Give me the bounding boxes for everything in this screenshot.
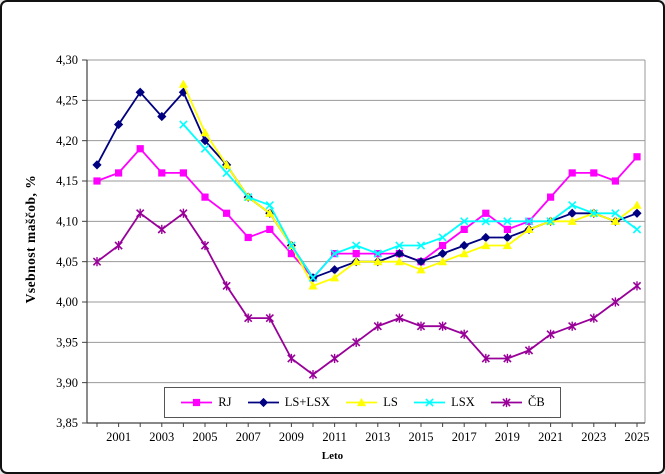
svg-text:3,90: 3,90 — [56, 376, 78, 390]
legend-item-ls: LS — [345, 395, 398, 410]
svg-text:2005: 2005 — [193, 430, 218, 444]
series-LSX — [179, 120, 642, 282]
series-ČB — [92, 208, 642, 380]
axis-frame — [86, 60, 646, 424]
y-tick-labels: 3,85 3,90 3,95 4,00 4,05 4,10 4,15 4,20 4,25 4,30 — [56, 53, 78, 430]
legend-item-lsx: LSX — [413, 395, 475, 410]
svg-text:4,30: 4,30 — [56, 53, 78, 67]
y-gridlines — [82, 59, 645, 424]
y-axis-title: Vsebnost maščob, % — [23, 174, 38, 304]
svg-text:2011: 2011 — [322, 430, 347, 444]
legend: RJ LS+LSX LS LSX ČB — [164, 387, 561, 418]
legend-item-ls-lsx: LS+LSX — [247, 395, 330, 410]
svg-text:2009: 2009 — [279, 430, 304, 444]
svg-text:2003: 2003 — [149, 430, 174, 444]
svg-text:2007: 2007 — [236, 430, 261, 444]
legend-label-rj: RJ — [218, 395, 232, 409]
svg-text:4,15: 4,15 — [56, 174, 78, 188]
legend-marker-rj — [180, 397, 213, 408]
x-tick-labels: 2001 2003 2005 2007 2009 2011 2013 2015 2017 2019… — [106, 430, 649, 444]
legend-label-ls: LS — [383, 395, 398, 409]
svg-text:2017: 2017 — [452, 430, 477, 444]
legend-label-cb: ČB — [528, 395, 545, 409]
legend-label-ls-lsx: LS+LSX — [284, 395, 330, 409]
svg-text:2025: 2025 — [625, 430, 650, 444]
legend-item-cb: ČB — [490, 395, 545, 410]
svg-text:4,20: 4,20 — [56, 134, 78, 148]
svg-text:2013: 2013 — [365, 430, 390, 444]
svg-text:3,85: 3,85 — [56, 416, 78, 430]
legend-marker-ls — [345, 397, 378, 408]
x-ticks — [96, 423, 638, 427]
svg-text:4,10: 4,10 — [56, 215, 78, 229]
svg-text:2023: 2023 — [581, 430, 606, 444]
svg-text:3,95: 3,95 — [56, 336, 78, 350]
svg-text:4,05: 4,05 — [56, 255, 78, 269]
svg-text:4,00: 4,00 — [56, 295, 78, 309]
legend-marker-lsx — [413, 397, 446, 408]
legend-label-lsx: LSX — [451, 395, 475, 409]
svg-text:2021: 2021 — [538, 430, 563, 444]
legend-marker-ls-lsx — [247, 397, 280, 408]
legend-marker-cb — [490, 397, 523, 408]
legend-item-rj: RJ — [180, 395, 231, 410]
svg-text:4,25: 4,25 — [56, 94, 78, 108]
x-axis-title: Leto — [321, 450, 344, 462]
svg-text:2001: 2001 — [106, 430, 131, 444]
svg-text:2019: 2019 — [495, 430, 520, 444]
svg-text:2015: 2015 — [409, 430, 434, 444]
